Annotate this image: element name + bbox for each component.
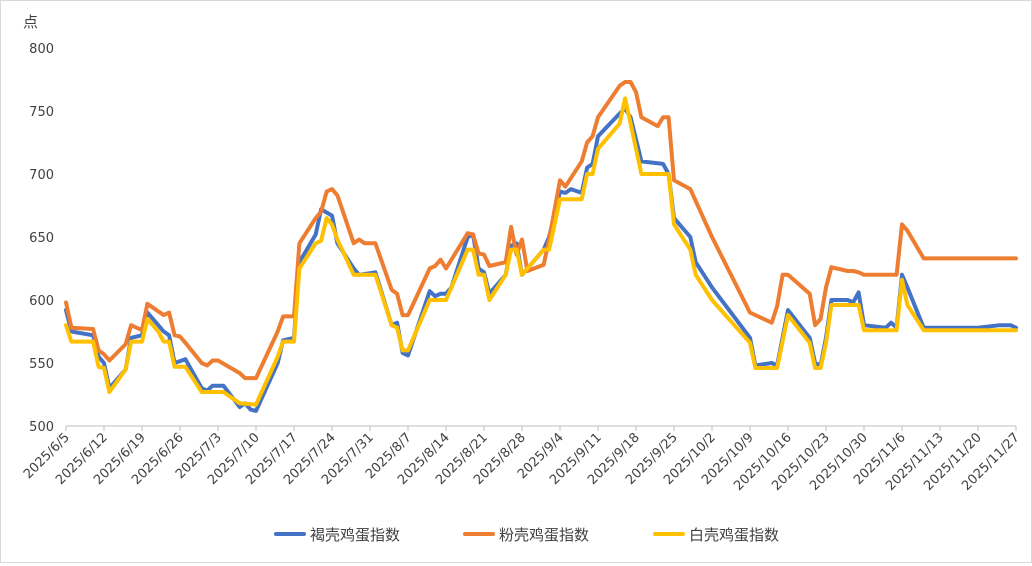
legend-label-1: 粉壳鸡蛋指数 <box>499 526 589 544</box>
legend: 褐壳鸡蛋指数 粉壳鸡蛋指数 白壳鸡蛋指数 <box>274 526 779 544</box>
y-tick-label: 700 <box>29 168 54 183</box>
y-axis-unit-label: 点 <box>23 13 38 31</box>
x-axis-ticks: 2025/6/52025/6/122025/6/192025/6/262025/… <box>21 426 1023 494</box>
y-tick-label: 550 <box>29 357 54 372</box>
y-tick-label: 600 <box>29 294 54 309</box>
y-axis-ticks: 500 550 600 650 700 750 800 <box>29 42 54 435</box>
legend-label-2: 白壳鸡蛋指数 <box>689 526 779 544</box>
y-tick-label: 650 <box>29 231 54 246</box>
y-tick-label: 750 <box>29 105 54 120</box>
y-tick-label: 800 <box>29 42 54 57</box>
series-layer <box>64 80 1018 413</box>
legend-label-0: 褐壳鸡蛋指数 <box>310 526 400 544</box>
series-line-1 <box>64 80 1018 381</box>
series-line-2 <box>64 96 1018 407</box>
y-tick-label: 500 <box>29 420 54 435</box>
